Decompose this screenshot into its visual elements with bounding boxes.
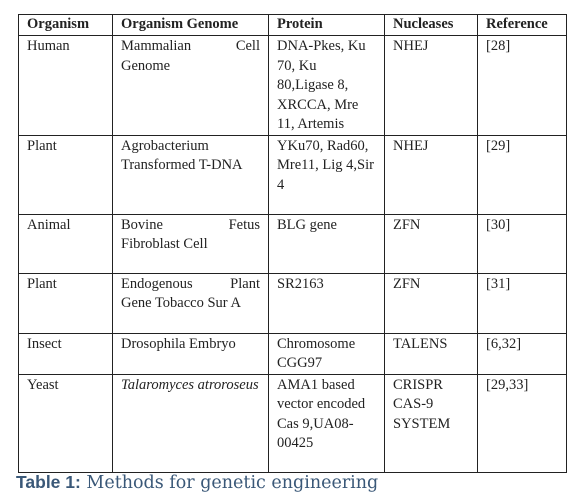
table-cell: [31] xyxy=(477,272,567,334)
table-cell: [6,32] xyxy=(477,332,567,375)
table-cell: Chromosome CGG97 xyxy=(268,332,385,375)
table-row: Insect Drosophila Embryo Chromosome CGG97 T… xyxy=(18,332,567,375)
table-row: Human Mammalian Cell Genome DNA-Pkes, Ku 7… xyxy=(18,35,567,136)
header-cell: Nucleases xyxy=(384,14,478,36)
header-cell: Reference xyxy=(477,14,567,36)
table-cell: YKu70, Rad60, Mre11, Lig 4,Sir 4 xyxy=(268,134,385,215)
table-cell: Talaromyces atroroseus xyxy=(112,373,269,473)
table-row: Plant Agrobacterium Transformed T-DNA YKu7… xyxy=(18,134,567,215)
header-cell: Organism Genome xyxy=(112,14,269,36)
table-cell: ZFN xyxy=(384,213,478,274)
table-cell: Drosophila Embryo xyxy=(112,332,269,375)
table-row: Yeast Talaromyces atroroseus AMA1 based ve… xyxy=(18,373,567,473)
caption: Table 1: Methods for genetic engineering xyxy=(16,472,378,493)
header-cell: Protein xyxy=(268,14,385,36)
header-row: Organism Organism Genome Protein Nucleases R… xyxy=(18,14,567,36)
table-cell: ZFN xyxy=(384,272,478,334)
table-cell: Insect xyxy=(18,332,113,375)
table-cell: BLG gene xyxy=(268,213,385,274)
table-cell: Agrobacterium Transformed T-DNA xyxy=(112,134,269,215)
table-cell: DNA-Pkes, Ku 70, Ku 80,Ligase 8, XRCCA, … xyxy=(268,35,385,136)
table-cell: [29] xyxy=(477,134,567,215)
table-body: Human Mammalian Cell Genome DNA-Pkes, Ku 7… xyxy=(18,35,567,473)
table-cell: Bovine Fetus Fibroblast Cell xyxy=(112,213,269,274)
table-row: Plant Endogenous Plant Gene Tobacco Sur A… xyxy=(18,272,567,334)
header-cell: Organism xyxy=(18,14,113,36)
methods-table: Organism Organism Genome Protein Nucleases R… xyxy=(18,14,567,473)
table-cell: Mammalian Cell Genome xyxy=(112,35,269,136)
table-cell: Endogenous Plant Gene Tobacco Sur A xyxy=(112,272,269,334)
caption-text: Methods for genetic engineering xyxy=(86,473,379,493)
caption-label: Table 1: xyxy=(16,472,81,492)
table-cell: CRISPR CAS-9 SYSTEM xyxy=(384,373,478,473)
table-cell: NHEJ xyxy=(384,134,478,215)
table-cell: Yeast xyxy=(18,373,113,473)
table-cell: SR2163 xyxy=(268,272,385,334)
table-cell: [30] xyxy=(477,213,567,274)
table-cell: NHEJ xyxy=(384,35,478,136)
table-cell: [28] xyxy=(477,35,567,136)
table-cell: Plant xyxy=(18,134,113,215)
table-cell: Human xyxy=(18,35,113,136)
table-cell: AMA1 based vector encoded Cas 9,UA08-004… xyxy=(268,373,385,473)
table-cell: TALENS xyxy=(384,332,478,375)
table-cell: Plant xyxy=(18,272,113,334)
table-row: Animal Bovine Fetus Fibroblast Cell BLG ge… xyxy=(18,213,567,274)
table-cell: Animal xyxy=(18,213,113,274)
table-cell: [29,33] xyxy=(477,373,567,473)
